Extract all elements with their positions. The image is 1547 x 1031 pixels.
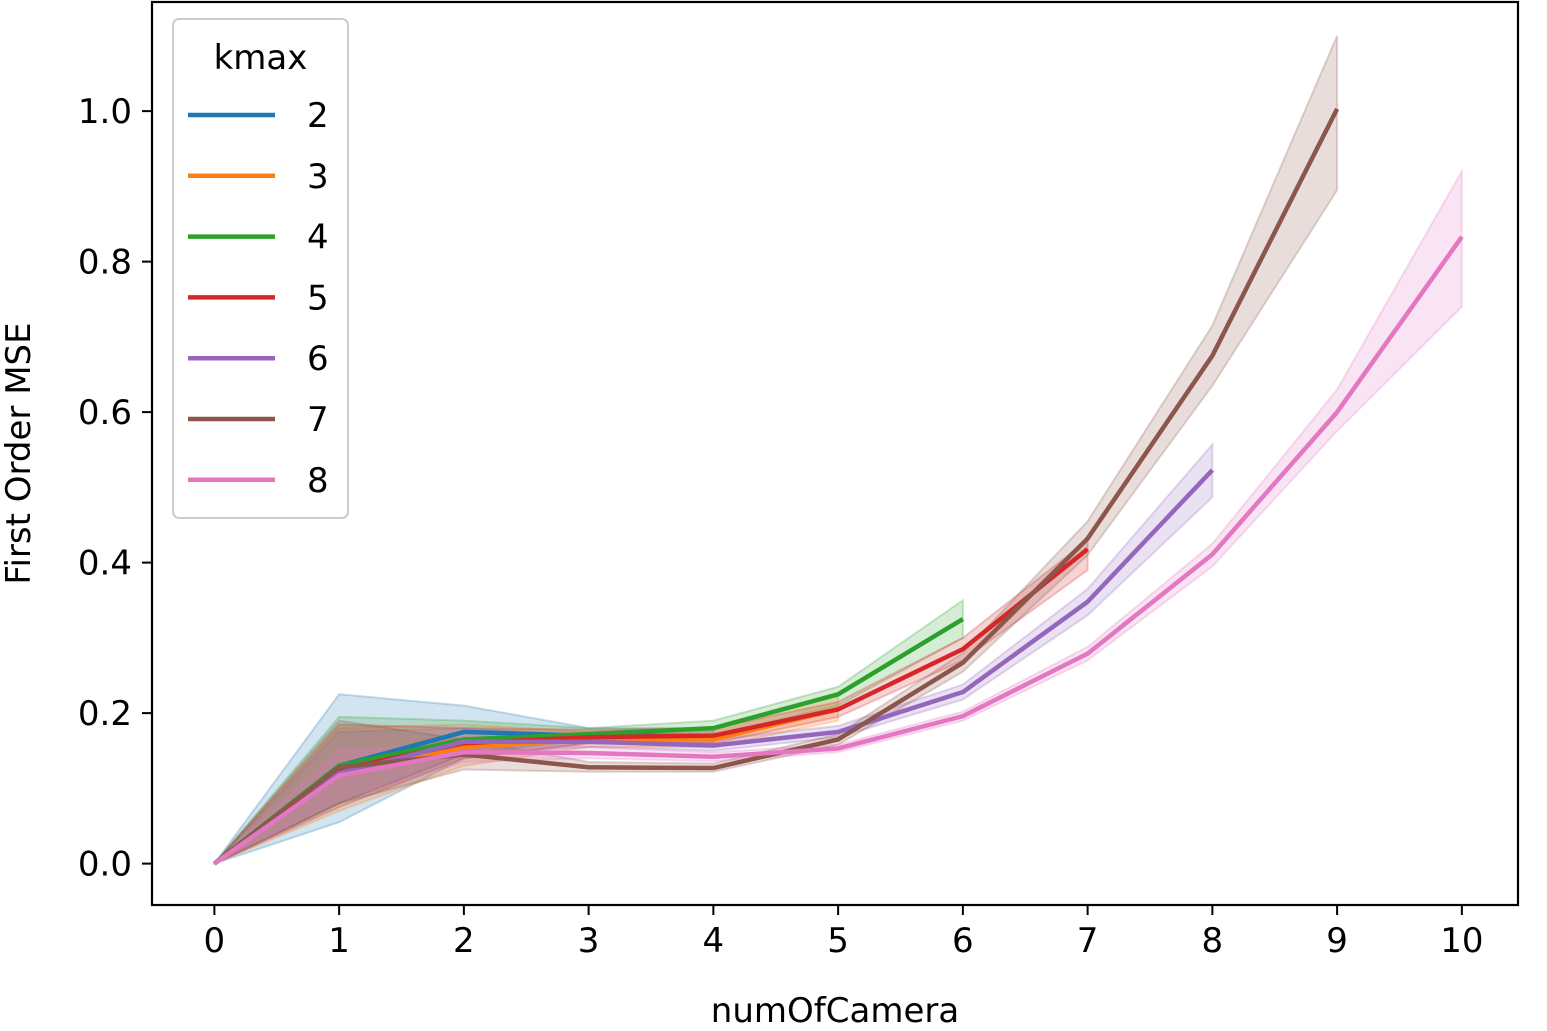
legend-title: kmax: [214, 38, 308, 78]
series-lines: [212, 107, 1464, 866]
y-axis-label: First Order MSE: [0, 322, 39, 584]
legend-box: [172, 18, 349, 519]
y-tick-label: 0.6: [78, 393, 132, 433]
legend-label: 2: [307, 96, 329, 136]
x-tick-label: 7: [1077, 921, 1099, 961]
legend-label: 5: [307, 278, 329, 318]
legend-label: 8: [307, 461, 329, 501]
x-axis-label: numOfCamera: [711, 991, 959, 1031]
x-tick-label: 3: [578, 921, 600, 961]
legend-label: 3: [307, 157, 329, 197]
x-tick-label: 1: [328, 921, 350, 961]
x-tick-label: 6: [952, 921, 974, 961]
y-tick-label: 0.8: [78, 243, 132, 283]
y-tick-label: 0.4: [78, 544, 132, 584]
legend-label: 4: [307, 218, 329, 258]
x-tick-label: 2: [453, 921, 475, 961]
legend-label: 7: [307, 400, 329, 440]
y-tick-label: 0.0: [78, 845, 132, 885]
plot-frame: [150, 0, 1520, 907]
x-tick-label: 9: [1326, 921, 1348, 961]
x-tick-label: 5: [827, 921, 849, 961]
y-tick-label: 1.0: [78, 92, 132, 132]
x-tick-label: 8: [1202, 921, 1224, 961]
legend-label: 6: [307, 339, 329, 379]
x-tick-label: 0: [204, 921, 226, 961]
y-axis-ticks: 0.0 0.2 0.4 0.6 0.8 1.0: [78, 92, 152, 885]
x-tick-label: 4: [703, 921, 725, 961]
x-axis-ticks: 0 1 2 3 4 5 6 7 8 9 10: [204, 905, 1483, 961]
x-tick-label: 10: [1440, 921, 1483, 961]
legend: kmax 2 3 4 5 6 7 8: [172, 18, 349, 519]
series-line-kmax-8: [213, 235, 1464, 866]
y-tick-label: 0.2: [78, 694, 132, 734]
